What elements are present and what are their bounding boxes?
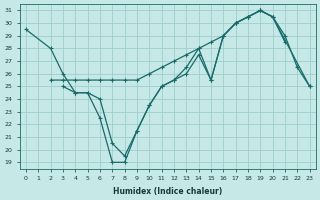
X-axis label: Humidex (Indice chaleur): Humidex (Indice chaleur)	[113, 187, 222, 196]
